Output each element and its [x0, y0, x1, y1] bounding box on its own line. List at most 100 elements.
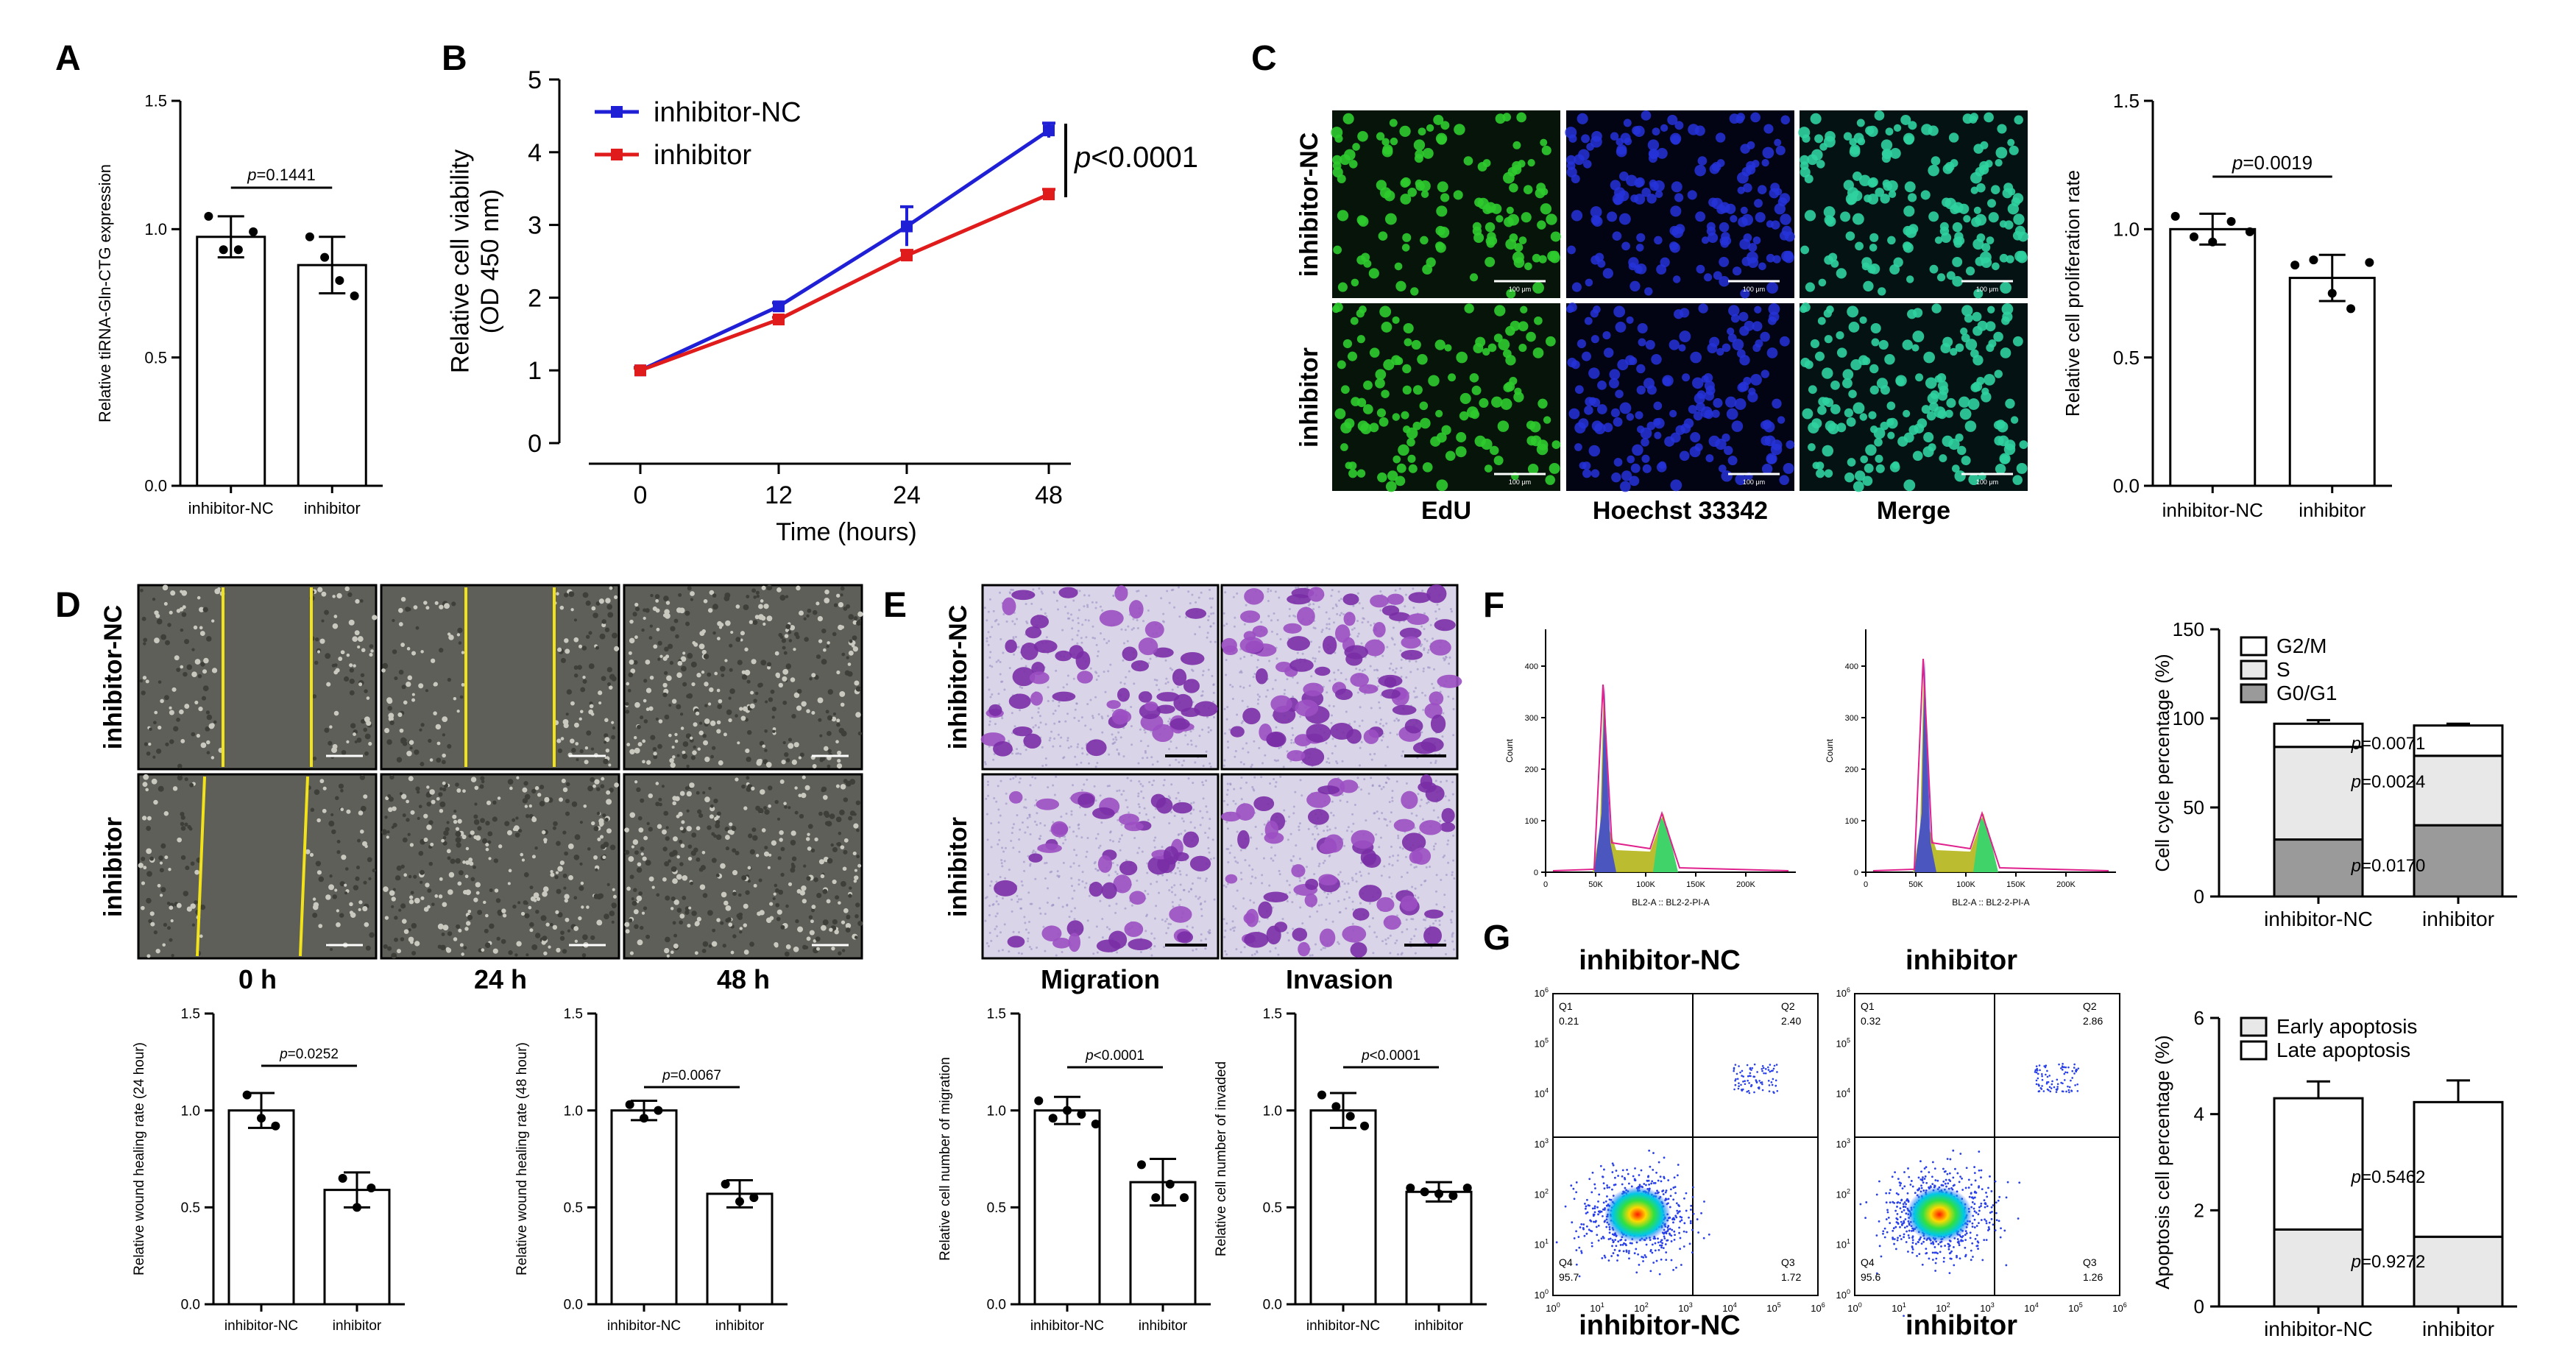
pore: [990, 880, 993, 883]
pore: [1299, 779, 1302, 782]
cell: [790, 867, 796, 873]
pore: [1248, 864, 1251, 867]
pore: [1444, 952, 1447, 955]
stained-cell: [1376, 897, 1395, 913]
pore: [1452, 834, 1455, 837]
cell: [316, 870, 322, 875]
cell: [690, 881, 693, 885]
cell: [1571, 174, 1580, 183]
cell: [841, 881, 846, 887]
cell: [630, 668, 636, 673]
pore: [1119, 849, 1122, 852]
cell: [141, 690, 146, 696]
cell: [346, 809, 351, 814]
pore: [1174, 872, 1177, 875]
cell: [442, 835, 447, 840]
cell: [1406, 438, 1415, 447]
cell: [730, 631, 734, 634]
pore: [1075, 854, 1078, 857]
cell: [407, 607, 411, 612]
cell: [556, 841, 561, 846]
cell: [382, 662, 389, 669]
cell: [673, 618, 679, 623]
pore: [1369, 753, 1372, 756]
cell: [1384, 190, 1395, 202]
cell: [1368, 268, 1379, 279]
pore: [1368, 925, 1371, 928]
cell: [701, 948, 707, 953]
cell: [552, 826, 556, 830]
cell: [1630, 194, 1639, 202]
cell: [1959, 408, 1972, 420]
cell: [1577, 113, 1588, 124]
cell: [559, 860, 565, 866]
pore: [1373, 812, 1376, 815]
pore: [983, 606, 986, 609]
cell: [193, 625, 198, 630]
cell: [1972, 311, 1982, 322]
stained-cell: [1255, 668, 1268, 685]
cell: [1701, 236, 1710, 244]
cell: [146, 954, 151, 958]
cell: [1972, 238, 1984, 250]
pore: [1075, 763, 1078, 766]
pore: [998, 703, 1001, 706]
cell: [524, 793, 531, 800]
pore: [1170, 810, 1173, 813]
stained-cell: [1434, 619, 1456, 632]
stained-cell: [1194, 701, 1218, 717]
pore: [1109, 831, 1112, 834]
cell: [670, 907, 674, 910]
cell: [420, 723, 425, 727]
cell: [1607, 211, 1618, 222]
cell: [1846, 417, 1856, 427]
stained-cell: [1041, 925, 1062, 941]
pore: [1008, 667, 1011, 670]
cell: [679, 913, 685, 919]
pore: [1142, 620, 1145, 623]
cell: [749, 941, 754, 947]
pore: [1314, 943, 1317, 946]
cell: [797, 926, 804, 933]
pore: [1017, 898, 1020, 901]
pore: [1264, 754, 1267, 757]
cell: [1885, 127, 1894, 136]
pore: [1018, 781, 1021, 784]
cell: [1662, 375, 1674, 386]
cell: [186, 664, 193, 671]
cell: [1444, 344, 1452, 352]
cell: [672, 801, 676, 806]
pore: [1423, 612, 1426, 615]
cell: [458, 928, 462, 933]
cell: [1786, 440, 1795, 449]
cell: [802, 775, 806, 779]
pore: [1029, 902, 1032, 905]
cell: [1507, 213, 1520, 226]
cell: [409, 895, 414, 899]
cell: [1654, 417, 1665, 429]
pore: [1409, 671, 1412, 673]
cell: [652, 606, 657, 612]
cell: [428, 820, 434, 825]
pore: [1277, 953, 1280, 956]
cell: [456, 710, 460, 713]
pore: [1318, 863, 1321, 866]
cell: [1719, 222, 1730, 233]
cell: [580, 687, 586, 693]
cell: [557, 866, 563, 872]
cell: [604, 737, 610, 743]
cell: [628, 651, 632, 655]
pore: [1447, 861, 1450, 864]
cell: [328, 884, 334, 891]
cell: [1540, 203, 1552, 215]
cell: [1950, 159, 1958, 167]
cell: [556, 592, 559, 596]
pore: [1119, 681, 1122, 684]
pore: [1209, 640, 1212, 643]
pore: [1086, 850, 1089, 853]
pore: [1039, 721, 1042, 724]
cell: [1980, 141, 1989, 149]
cell: [508, 950, 513, 955]
cell: [1403, 322, 1414, 334]
cell: [648, 636, 653, 640]
